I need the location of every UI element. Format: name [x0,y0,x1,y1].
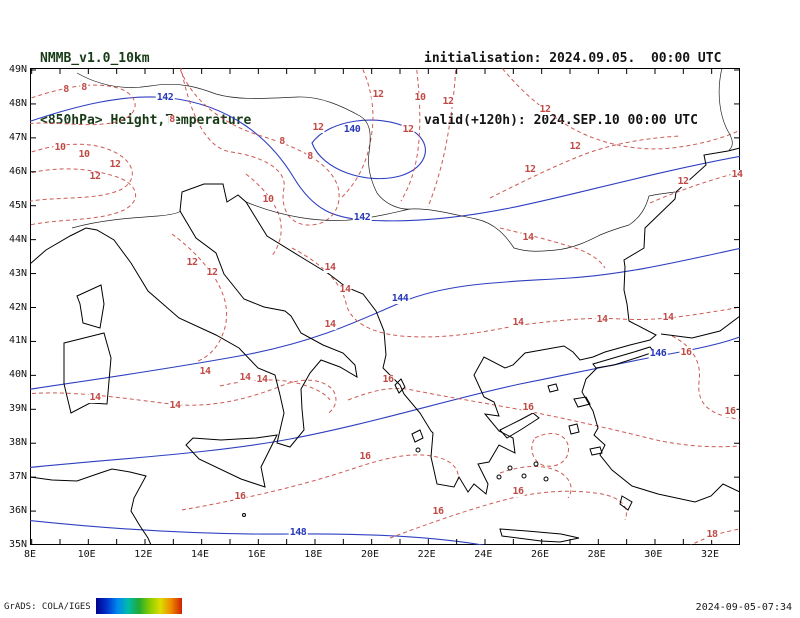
temperature-contour-label: 14 [661,312,675,323]
lat-label: 35N [8,539,27,551]
lon-label: 24E [474,549,493,560]
lon-label: 12E [134,549,153,560]
lat-label: 38N [8,437,27,449]
lat-label: 42N [8,301,27,313]
temperature-contour-label: 12 [311,122,325,133]
lon-label: 32E [700,549,720,560]
temperature-contour-label: 16 [679,347,693,358]
temperature-contour-label: 14 [88,392,102,403]
grads-logo-colorbar [96,598,182,614]
temperature-contour-label: 14 [323,319,337,330]
temperature-contour-label: 12 [401,124,415,135]
lon-label: 20E [360,549,380,560]
temperature-contour-label: 8 [168,114,176,125]
temperature-contour-label: 12 [371,89,385,100]
lat-label: 47N [8,131,27,143]
temperature-contour-label: 14 [730,169,744,180]
axis-ticks [30,68,740,545]
height-contour-label: 144 [390,293,410,304]
temperature-contour-label: 14 [521,232,535,243]
height-contour-label: 148 [288,527,308,538]
lat-label: 45N [8,199,27,211]
lon-label: 18E [304,549,323,560]
temperature-contour-label: 16 [381,374,395,385]
temperature-contour-label: 14 [511,317,525,328]
temperature-contour-label: 8 [62,84,70,95]
temperature-contour-label: 16 [431,506,445,517]
temperature-contour-label: 14 [198,366,212,377]
temperature-contour-label: 8 [278,136,286,147]
temperature-contour-label: 16 [521,402,535,413]
init-time: initialisation: 2024.09.05. 00:00 UTC [424,50,722,66]
temperature-contour-label: 12 [568,141,582,152]
rivers [71,68,733,252]
lat-label: 40N [8,369,27,381]
temperature-contour-label: 16 [358,451,372,462]
lat-label: 48N [8,97,27,109]
temperature-contour-label: 16 [723,406,737,417]
temperature-contour-label: 12 [538,104,552,115]
temperature-contour-label: 14 [338,284,352,295]
temperature-contour-label: 14 [238,372,252,383]
lon-label: 16E [247,549,266,560]
temperature-contour-label: 10 [413,92,427,103]
temperature-contour-label: 10 [261,194,275,205]
temperature-contour-label: 12 [108,159,122,170]
lat-label: 44N [8,233,27,245]
model-title: NMMB_v1.0_10km [40,50,150,66]
temperature-contour-label: 16 [233,491,247,502]
lat-label: 39N [8,403,27,415]
temperature-contour-label: 8 [306,151,314,162]
lon-label: 10E [77,549,96,560]
temperature-contour-label: 12 [185,257,199,268]
temperature-contour-label: 14 [168,400,182,411]
temperature-contour-label: 16 [511,486,525,497]
height-contour-label: 142 [352,212,372,223]
contour-map-svg [30,68,740,545]
contour-labels-layer: 8 8 8 8 8 10 10 10 10 12 12 12 12 12 12 12 12 12 12 12 12 14 1… [30,68,744,545]
height-contour-label: 142 [155,92,175,103]
temperature-contour-label: 14 [323,262,337,273]
grads-credit: GrADS: COLA/IGES [4,602,91,612]
temperature-contour-label: 12 [205,267,219,278]
temperature-contour-label: 18 [705,529,719,540]
lat-label: 41N [8,335,27,347]
lon-label: 8E [23,549,37,560]
temperature-contour-label: 12 [88,171,102,182]
lat-label: 49N [8,64,27,75]
temperature-contour-label: 10 [53,142,67,153]
lon-label: 26E [530,549,550,560]
temperature-contour-label: 12 [523,164,537,175]
lat-label: 36N [8,505,27,517]
temperature-contour-label: 8 [80,82,88,93]
lon-label: 14E [190,549,210,560]
height-contour-label: 146 [648,348,668,359]
temperature-contour-label: 12 [441,96,455,107]
lat-label: 46N [8,165,27,177]
temperature-contour-label: 14 [255,374,269,385]
lon-label: 30E [644,549,663,560]
lat-label: 37N [8,471,27,483]
temperature-contour-label: 12 [676,176,690,187]
lon-label: 22E [417,549,436,560]
temperature-contour-label: 10 [77,149,91,160]
map-border [30,68,740,545]
height-contour-label: 140 [342,124,362,135]
temperature-contour-label: 14 [595,314,609,325]
map-area: 8 8 8 8 8 10 10 10 10 12 12 12 12 12 12 12 12 12 12 12 12 14 1… [30,68,744,545]
generation-timestamp: 2024-09-05-07:34 [695,602,792,613]
lat-label: 43N [8,267,27,279]
lon-label: 28E [587,549,606,560]
